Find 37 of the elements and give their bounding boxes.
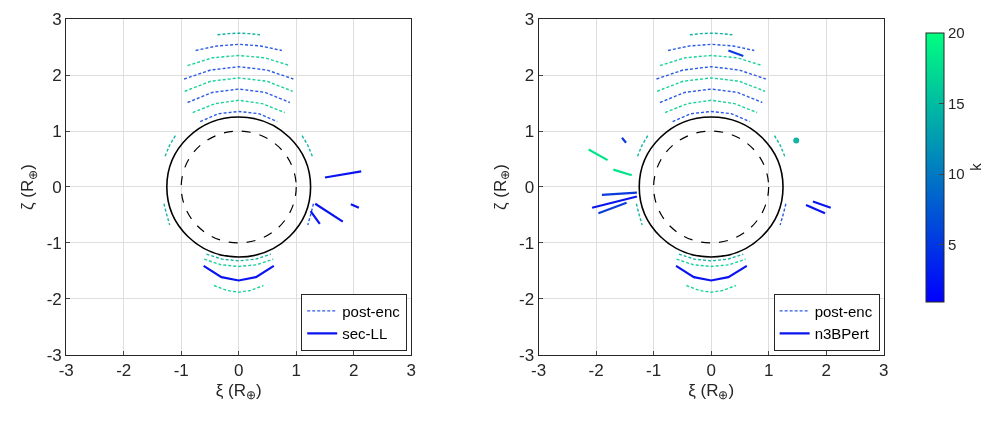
x-tick-label: -1 — [173, 361, 189, 381]
legend-label: n3BPert — [814, 325, 870, 343]
x-tick-label: 3 — [406, 361, 416, 381]
y-tick-label: 0 — [52, 177, 62, 197]
x-tick-label: -2 — [588, 361, 604, 381]
x-tick-label: 2 — [348, 361, 359, 381]
legend-label: post-enc — [814, 302, 873, 320]
y-tick-label: -1 — [519, 233, 535, 253]
y-tick-label: 3 — [52, 10, 62, 30]
x-tick-label: 1 — [291, 361, 301, 381]
y-tick-label: 1 — [524, 121, 535, 141]
y-tick-label: -2 — [519, 289, 535, 309]
legend-label: post-enc — [342, 302, 401, 320]
y-tick-label: -3 — [46, 345, 62, 365]
y-tick-label: -1 — [46, 233, 62, 253]
y-tick-label: 3 — [524, 10, 535, 30]
x-tick-label: -1 — [646, 361, 662, 381]
legend-label: sec-LL — [342, 325, 388, 343]
color-bar-label: 5 — [948, 236, 957, 254]
y-tick-label: 0 — [524, 177, 535, 197]
color-bar-label: 20 — [948, 23, 965, 41]
color-bar-title: k — [966, 162, 984, 171]
y-tick-label: -2 — [46, 289, 62, 309]
x-tick-label: 2 — [821, 361, 831, 381]
x-axis-title: ξ (R$_{⊕}$) — [215, 380, 262, 403]
x-tick-label: 3 — [878, 361, 889, 381]
color-bar-label: 15 — [948, 94, 965, 112]
x-tick-label: 1 — [763, 361, 774, 381]
y-tick-label: -3 — [519, 345, 535, 365]
y-tick-label: 2 — [52, 66, 62, 86]
y-tick-label: 1 — [52, 121, 62, 141]
x-axis-title: ξ (R$_{⊕}$) — [688, 380, 735, 403]
x-tick-label: 0 — [233, 361, 244, 381]
x-tick-label: 0 — [706, 361, 716, 381]
color-bar-label: 10 — [948, 165, 965, 183]
y-tick-label: 2 — [524, 66, 535, 86]
x-tick-label: -2 — [116, 361, 132, 381]
